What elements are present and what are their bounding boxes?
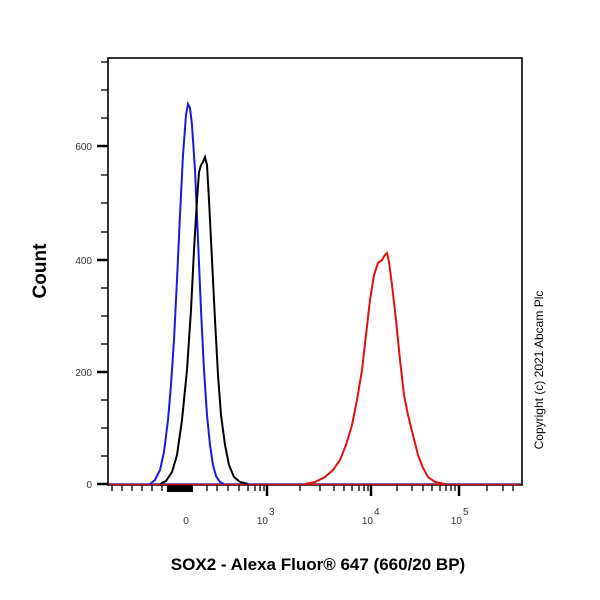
- svg-text:4: 4: [374, 507, 380, 518]
- plot-frame: [107, 57, 523, 486]
- y-tick-0: 0: [86, 480, 92, 491]
- x-tick-1e3: 10 3: [257, 507, 275, 527]
- svg-text:5: 5: [463, 507, 469, 518]
- x-axis-title: SOX2 - Alexa Fluor® 647 (660/20 BP): [171, 555, 465, 574]
- x-axis-ticks: [111, 485, 514, 496]
- copyright-text: Copyright (c) 2021 Abcam Plc: [532, 291, 546, 450]
- y-tick-600: 600: [75, 142, 92, 153]
- svg-text:10: 10: [257, 516, 269, 527]
- x-tick-1e4: 10 4: [362, 507, 380, 527]
- blue-histogram-curve: [149, 100, 225, 485]
- y-tick-200: 200: [75, 368, 92, 379]
- svg-text:10: 10: [362, 516, 374, 527]
- red-histogram-curve: [304, 251, 446, 485]
- x-tick-0: 0: [183, 516, 189, 527]
- y-axis-ticks: [97, 61, 108, 486]
- y-axis-title: Count: [30, 243, 51, 299]
- black-histogram-curve: [159, 153, 249, 485]
- x-tick-1e5: 10 5: [451, 507, 469, 527]
- svg-text:10: 10: [451, 516, 463, 527]
- y-tick-400: 400: [75, 256, 92, 267]
- svg-text:3: 3: [269, 507, 275, 518]
